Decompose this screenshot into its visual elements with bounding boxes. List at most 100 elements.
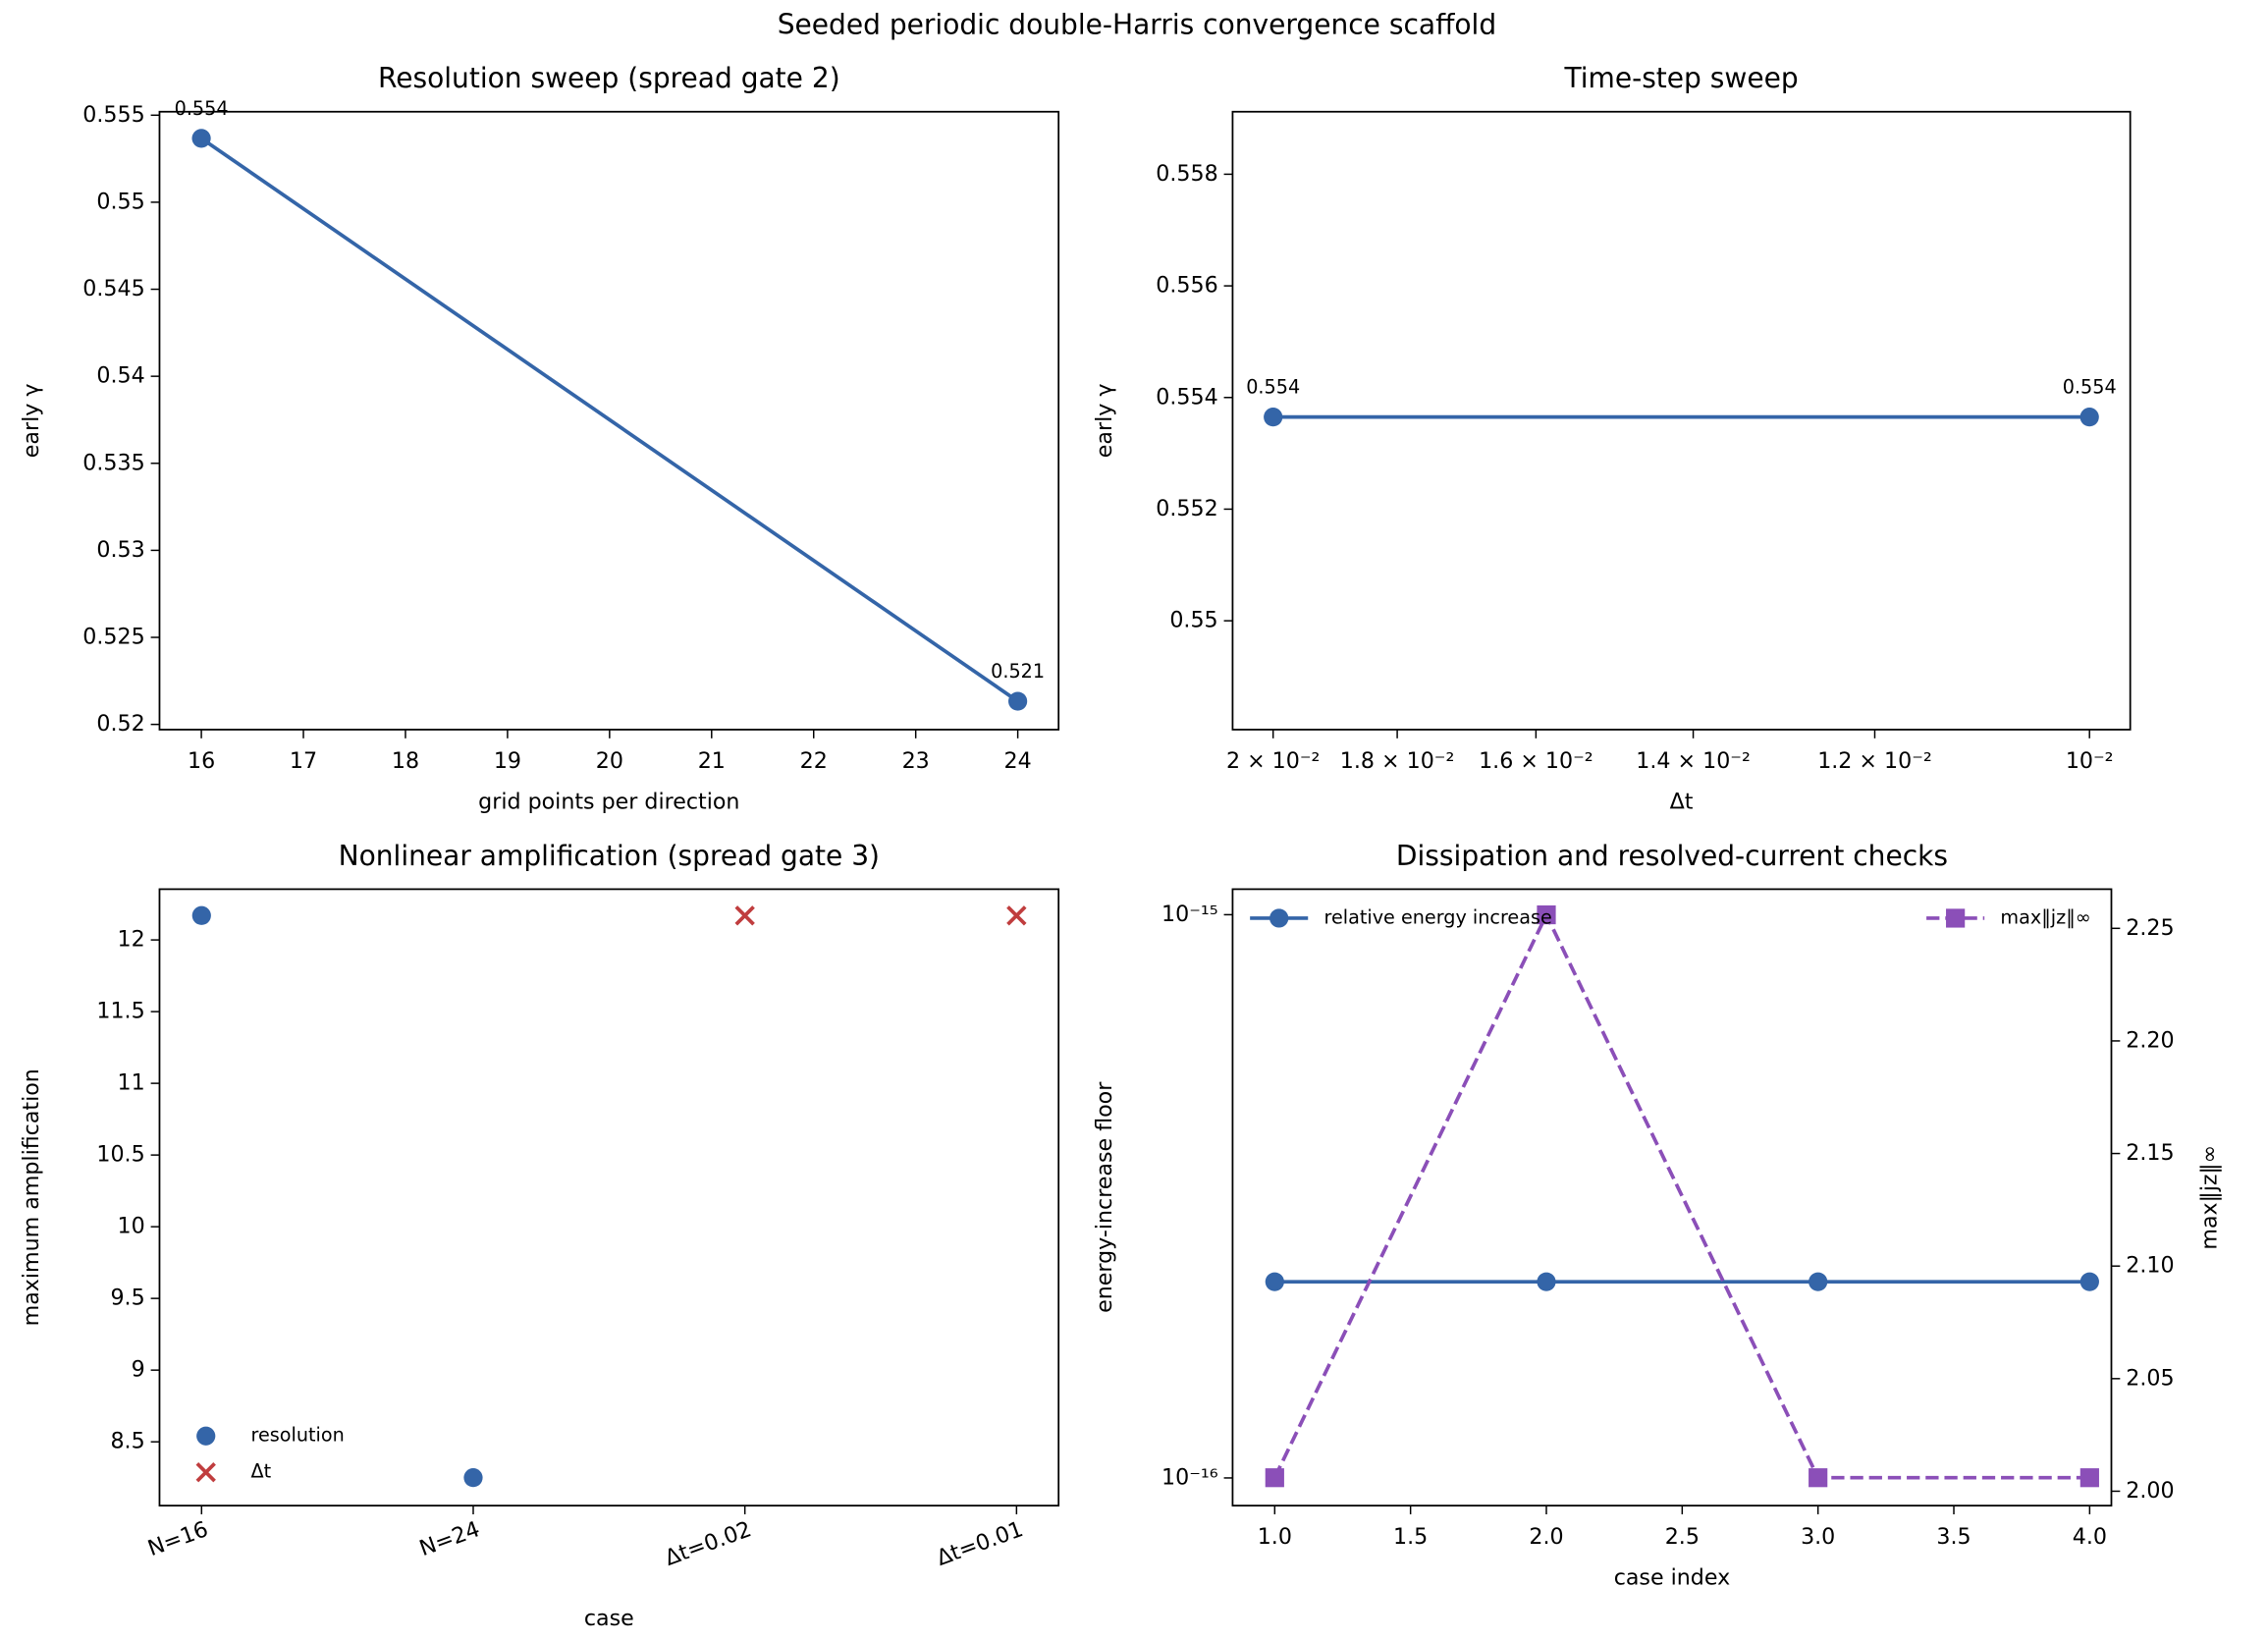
data-point — [1008, 691, 1028, 711]
data-point — [463, 1468, 483, 1488]
data-point — [1537, 1272, 1556, 1291]
axes-frame — [1231, 888, 2113, 1507]
y2-tick-label: 2.20 — [2126, 1027, 2174, 1053]
y2-tick-label: 2.00 — [2126, 1478, 2174, 1504]
series-line — [200, 137, 1019, 703]
data-point — [2079, 408, 2099, 427]
chart-title: Dissipation and resolved-current checks — [1396, 840, 1948, 872]
y-tick-label: 0.552 — [1156, 496, 1217, 521]
y-tick-label: 0.558 — [1156, 161, 1217, 187]
data-point — [1265, 1468, 1284, 1488]
y-axis-label: maximum amplification — [19, 1068, 44, 1326]
data-point — [734, 905, 755, 926]
x-tick-label: 21 — [698, 748, 726, 774]
value-label: 0.521 — [991, 660, 1045, 683]
x-tick-label: 1.0 — [1258, 1524, 1292, 1550]
x-tick-label: 3.0 — [1801, 1524, 1835, 1550]
legend-label: resolution — [251, 1424, 345, 1447]
x-tick-label: 2.0 — [1529, 1524, 1563, 1550]
y-tick-label: 0.535 — [82, 450, 144, 475]
x-tick-label: 10⁻² — [2066, 748, 2114, 774]
x-tick-label: 1.2 × 10⁻² — [1817, 748, 1932, 774]
x-tick-label: 24 — [1004, 748, 1032, 774]
legend-label: Δt — [251, 1460, 272, 1483]
x-tick-label: 19 — [494, 748, 521, 774]
x-tick-label: 1.4 × 10⁻² — [1636, 748, 1751, 774]
y-tick-label: 0.53 — [96, 537, 144, 563]
y-tick-label: 0.555 — [82, 102, 144, 128]
y-tick-label: 12 — [118, 927, 145, 953]
y-tick-label: 11.5 — [96, 999, 144, 1024]
chart-title: Resolution sweep (spread gate 2) — [378, 62, 840, 94]
y-tick-label: 0.554 — [1156, 384, 1217, 410]
y2-axis-label: max‖jz‖∞ — [2196, 1145, 2222, 1250]
data-point — [1006, 905, 1027, 926]
axes-frame — [158, 888, 1060, 1507]
data-point — [1264, 408, 1283, 427]
x-tick-label: 2 × 10⁻² — [1226, 748, 1320, 774]
value-label: 0.554 — [175, 97, 229, 120]
x-tick-label: 17 — [290, 748, 317, 774]
data-point — [2079, 1468, 2099, 1488]
legend-label: max‖jz‖∞ — [2000, 905, 2090, 928]
x-tick-label: 1.6 × 10⁻² — [1479, 748, 1593, 774]
x-tick-label: 2.5 — [1665, 1524, 1700, 1550]
y-axis-label: early γ — [1092, 384, 1117, 459]
y-tick-label: 10⁻¹⁶ — [1161, 1464, 1218, 1490]
x-axis-label: grid points per direction — [478, 789, 739, 814]
y-tick-label: 8.5 — [110, 1429, 144, 1454]
y-tick-label: 11 — [118, 1070, 145, 1096]
x-tick-label: 4.0 — [2073, 1524, 2107, 1550]
y-tick-label: 9 — [132, 1357, 145, 1383]
data-point — [191, 905, 211, 925]
y-axis-label: early γ — [19, 384, 44, 459]
x-tick-label: 3.5 — [1936, 1524, 1971, 1550]
data-point — [1537, 904, 1556, 925]
x-axis-label: Δt — [1670, 789, 1694, 814]
x-tick-label: 23 — [902, 748, 930, 774]
x-axis-label: case — [584, 1606, 634, 1631]
data-point — [191, 129, 211, 148]
x-axis-label: case index — [1614, 1564, 1731, 1590]
y-axis-label: energy-increase floor — [1092, 1081, 1117, 1313]
x-tick-label: 16 — [188, 748, 215, 774]
y-tick-label: 0.54 — [96, 363, 144, 389]
chart-title: Nonlinear amplification (spread gate 3) — [339, 840, 880, 872]
y-tick-label: 0.52 — [96, 711, 144, 737]
chart-title: Time-step sweep — [1563, 62, 1798, 94]
axes-frame — [158, 110, 1060, 731]
y2-tick-label: 2.15 — [2126, 1140, 2174, 1166]
x-tick-label: 18 — [392, 748, 419, 774]
y2-tick-label: 2.25 — [2126, 915, 2174, 941]
y-tick-label: 0.556 — [1156, 273, 1217, 299]
y-tick-label: 9.5 — [110, 1286, 144, 1311]
y-tick-label: 10.5 — [96, 1142, 144, 1168]
axes-frame — [1231, 110, 2132, 731]
x-tick-label: 20 — [596, 748, 623, 774]
y2-tick-label: 2.05 — [2126, 1365, 2174, 1391]
data-point — [1265, 1272, 1284, 1291]
x-tick-label: 22 — [800, 748, 828, 774]
y2-tick-label: 2.10 — [2126, 1253, 2174, 1279]
y-tick-label: 10⁻¹⁵ — [1161, 902, 1218, 927]
data-point — [2079, 1272, 2099, 1291]
y-tick-label: 0.525 — [82, 625, 144, 650]
x-tick-label: 1.8 × 10⁻² — [1340, 748, 1455, 774]
legend-marker — [195, 1461, 216, 1483]
legend-marker — [1946, 908, 1966, 928]
y-tick-label: 0.55 — [96, 189, 144, 214]
legend-marker — [1269, 908, 1289, 928]
series-line — [1272, 910, 2090, 1480]
value-label: 0.554 — [2063, 376, 2117, 399]
y-tick-label: 10 — [118, 1214, 145, 1239]
data-point — [1809, 1468, 1828, 1488]
figure-title: Seeded periodic double-Harris convergenc… — [778, 9, 1496, 41]
data-point — [1809, 1272, 1828, 1291]
legend-marker — [196, 1426, 216, 1446]
value-label: 0.554 — [1246, 376, 1300, 399]
legend-label: relative energy increase — [1323, 905, 1551, 928]
x-tick-label: 1.5 — [1393, 1524, 1428, 1550]
